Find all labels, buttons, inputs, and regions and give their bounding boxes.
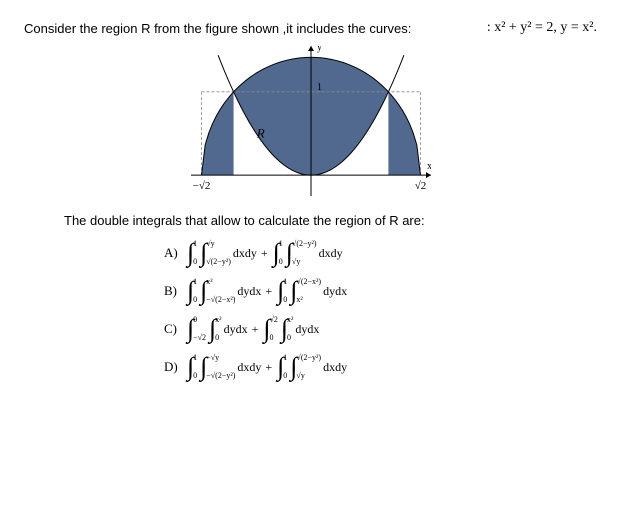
choice-C: C) ∫0−√2 ∫x²0 dydx+ ∫√20 ∫x²0 dydx xyxy=(164,312,597,346)
svg-text:1: 1 xyxy=(317,82,322,93)
choice-D-label: D) xyxy=(164,359,186,375)
region-plot: −√2 √2 1 y x R xyxy=(191,46,431,196)
svg-text:R: R xyxy=(255,126,264,141)
svg-text:−√2: −√2 xyxy=(192,180,210,192)
curves-equation: : x² + y² = 2, y = x². xyxy=(487,20,597,36)
choice-A-expr: ∫10 ∫√y√(2−y²) dxdy+ ∫10 ∫√(2−y²)√y dxdy xyxy=(186,240,343,266)
choice-C-label: C) xyxy=(164,321,186,337)
figure: −√2 √2 1 y x R xyxy=(24,46,597,199)
choice-C-expr: ∫0−√2 ∫x²0 dydx+ ∫√20 ∫x²0 dydx xyxy=(186,316,319,342)
svg-text:y: y xyxy=(317,46,322,53)
svg-text:√2: √2 xyxy=(414,180,426,192)
choice-B-label: B) xyxy=(164,283,186,299)
choice-B-expr: ∫10 ∫x²−√(2−x²) dydx+ ∫10 ∫√(2−x²)x² dyd… xyxy=(186,278,347,304)
choices: A) ∫10 ∫√y√(2−y²) dxdy+ ∫10 ∫√(2−y²)√y d… xyxy=(164,236,597,384)
prompt-text: Consider the region R from the figure sh… xyxy=(24,21,411,36)
choice-A-label: A) xyxy=(164,245,186,261)
subhead: The double integrals that allow to calcu… xyxy=(64,213,557,228)
prompt-line: Consider the region R from the figure sh… xyxy=(24,20,597,36)
choice-A: A) ∫10 ∫√y√(2−y²) dxdy+ ∫10 ∫√(2−y²)√y d… xyxy=(164,236,597,270)
choice-B: B) ∫10 ∫x²−√(2−x²) dydx+ ∫10 ∫√(2−x²)x² … xyxy=(164,274,597,308)
choice-D-expr: ∫10 ∫−√y−√(2−y²) dxdy+ ∫10 ∫√(2−y²)√y dx… xyxy=(186,354,347,380)
choice-D: D) ∫10 ∫−√y−√(2−y²) dxdy+ ∫10 ∫√(2−y²)√y… xyxy=(164,350,597,384)
svg-text:x: x xyxy=(427,161,431,172)
